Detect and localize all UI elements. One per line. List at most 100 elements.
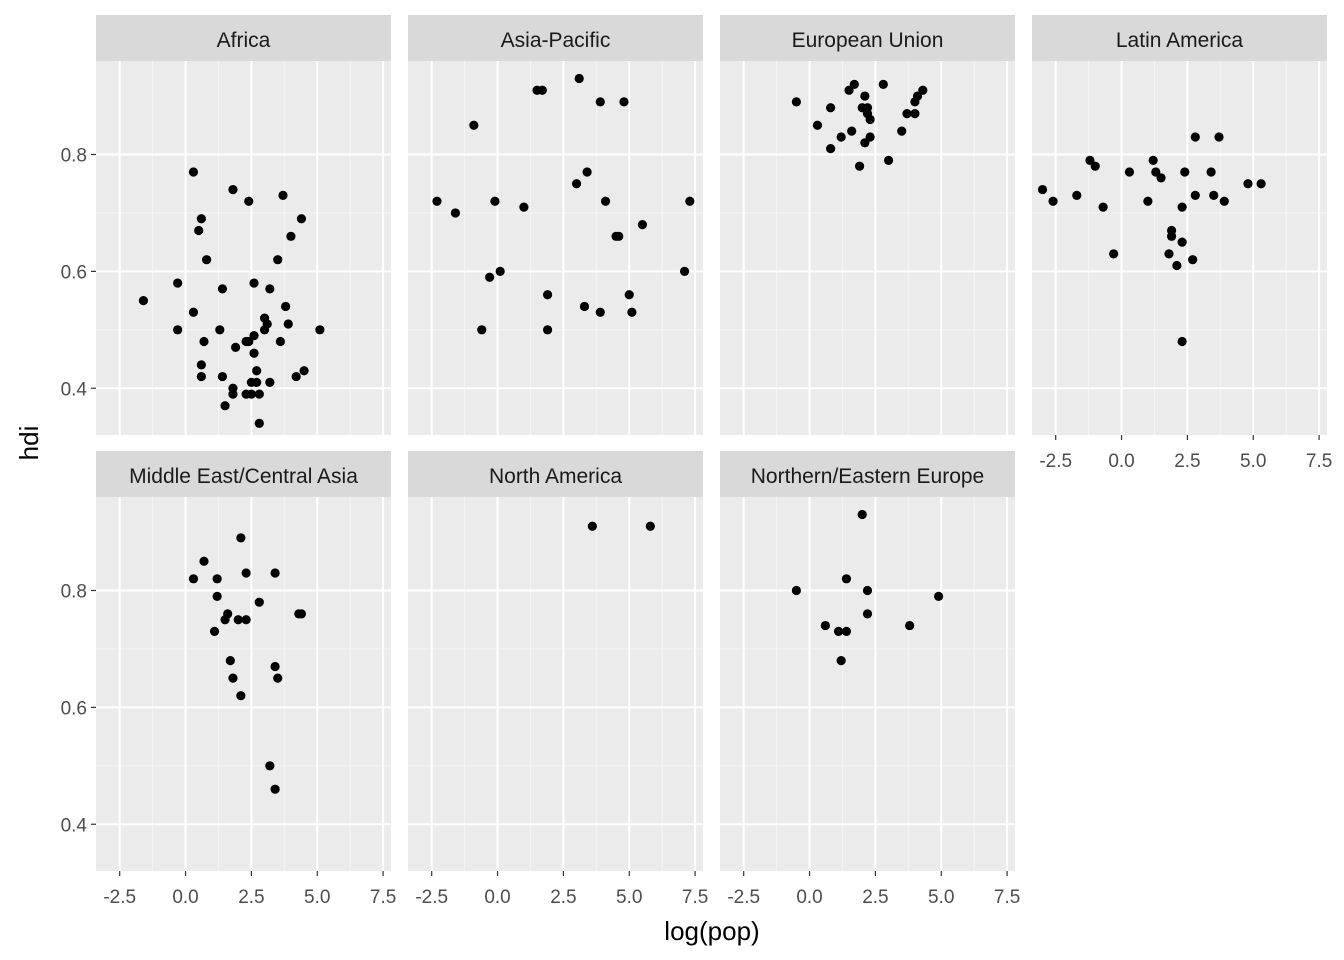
panel-background [720, 61, 1015, 435]
data-point [579, 301, 590, 312]
data-point [1156, 173, 1166, 183]
data-point [188, 574, 199, 584]
data-point [1048, 196, 1058, 206]
data-point [270, 784, 280, 794]
data-point [265, 377, 275, 388]
facet-latin-america: Latin America -2.5 0.0 2.5 5.0 7.5 [1032, 15, 1332, 472]
data-point [495, 266, 505, 276]
x-tick-label: 0.0 [484, 887, 510, 908]
x-tick-label: 0.0 [796, 887, 822, 908]
data-point [1188, 255, 1198, 265]
y-tick-label: 0.8 [61, 146, 87, 167]
data-point [209, 626, 220, 637]
data-point [199, 336, 209, 347]
facet-asia-pacific: Asia-Pacific [408, 15, 703, 435]
y-tick-label: 0.6 [61, 262, 87, 283]
data-point [1206, 167, 1216, 177]
data-point [1085, 155, 1095, 165]
data-point [275, 336, 285, 347]
data-point [542, 290, 553, 300]
data-point [912, 91, 923, 101]
data-point [244, 196, 254, 206]
data-point [1098, 202, 1108, 212]
panel-background [96, 61, 391, 435]
data-point [265, 761, 275, 771]
data-point [860, 91, 870, 101]
data-point [857, 509, 867, 520]
data-point [296, 609, 307, 619]
x-tick-label: 2.5 [1174, 451, 1200, 472]
data-point [910, 108, 920, 119]
data-point [432, 196, 442, 206]
data-point [791, 585, 801, 596]
facet-strip [408, 451, 703, 497]
data-point [286, 231, 296, 241]
data-point [236, 691, 246, 701]
data-point [1072, 190, 1082, 201]
data-point [1172, 260, 1182, 271]
x-tick-label: 2.5 [862, 887, 888, 908]
data-point [1124, 167, 1135, 177]
data-point [847, 126, 857, 136]
data-point [212, 591, 222, 601]
data-point [574, 73, 584, 84]
data-point [254, 389, 264, 399]
data-point [1143, 196, 1153, 206]
data-point [265, 284, 275, 294]
data-point [1164, 249, 1174, 259]
data-point [1037, 184, 1048, 195]
data-point [230, 342, 241, 352]
x-tick-label: 5.0 [304, 887, 330, 908]
panel-background [408, 497, 703, 871]
facet-north-america: North America -2.5 0.0 2.5 5.0 7.5 [408, 451, 708, 908]
data-point [587, 521, 597, 531]
data-point [619, 97, 629, 107]
data-point [519, 202, 529, 212]
data-point [270, 568, 280, 578]
y-tick-label: 0.8 [61, 582, 87, 603]
data-point [627, 307, 637, 317]
data-point [278, 190, 288, 201]
data-point [291, 371, 301, 382]
data-point [490, 196, 500, 206]
data-point [812, 120, 823, 130]
data-point [826, 103, 836, 113]
data-point [249, 278, 259, 288]
data-point [299, 366, 309, 376]
facet-strip [720, 451, 1015, 497]
x-tick-label: 2.5 [238, 887, 264, 908]
y-tick-label: 0.4 [61, 815, 88, 836]
facet-northern-eastern-europe: Northern/Eastern Europe -2.5 0.0 2.5 5.0 7.5 [720, 451, 1020, 908]
x-tick-label: 7.5 [370, 887, 396, 908]
x-tick-label: 2.5 [550, 887, 576, 908]
panel-background [720, 497, 1015, 871]
data-point [865, 132, 875, 142]
data-point [281, 301, 291, 312]
data-point [595, 97, 605, 107]
facet-strip [720, 15, 1015, 61]
x-tick-label: -2.5 [103, 887, 136, 908]
data-point [270, 661, 280, 672]
data-point [1177, 237, 1187, 247]
data-point [878, 79, 888, 89]
facet-strip-label: Northern/Eastern Europe [751, 465, 984, 488]
data-point [883, 155, 894, 165]
facet-panels: Africa 0.4 0.6 0.8 Asia-Pacific European Unio… [61, 15, 1332, 908]
data-point [244, 336, 254, 347]
data-point [1180, 167, 1190, 177]
x-tick-label: -2.5 [727, 887, 760, 908]
x-tick-label: 5.0 [616, 887, 642, 908]
x-tick-label: 0.0 [172, 887, 198, 908]
x-tick-label: 5.0 [1240, 451, 1266, 472]
data-point [1209, 190, 1219, 201]
data-point [1190, 132, 1200, 142]
data-point [1214, 132, 1224, 142]
x-tick-label: 7.5 [994, 887, 1020, 908]
data-point [1243, 179, 1253, 189]
x-axis-title: log(pop) [664, 916, 759, 946]
data-point [918, 85, 928, 95]
data-point [685, 196, 695, 206]
data-point [637, 220, 648, 230]
data-point [202, 255, 212, 265]
data-point [249, 348, 259, 358]
